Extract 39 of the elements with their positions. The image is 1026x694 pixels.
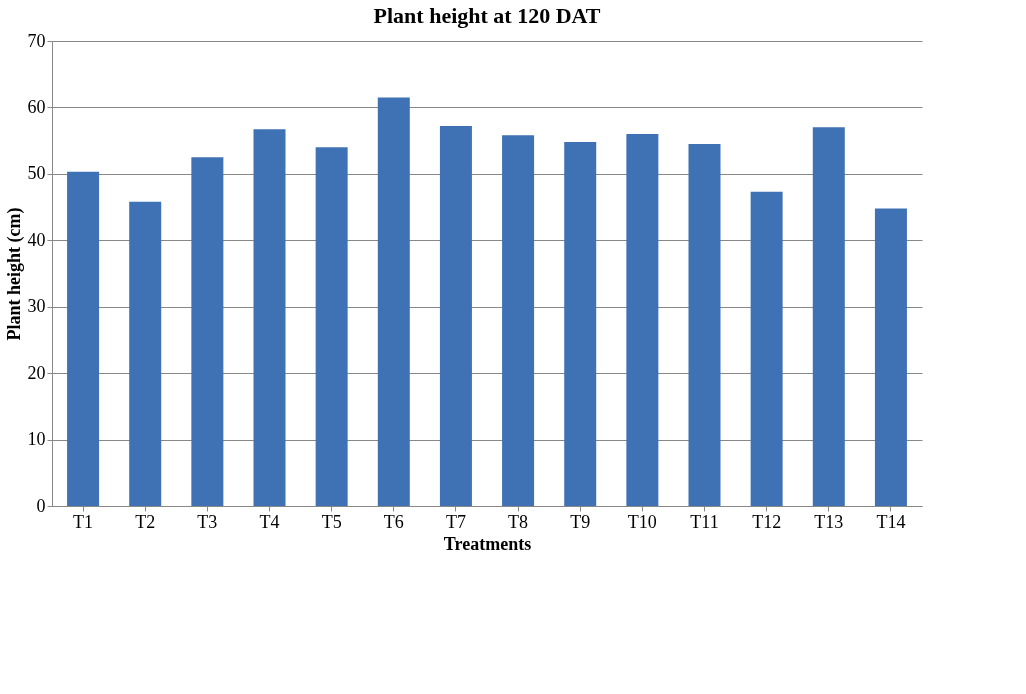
x-tick-label: T10 xyxy=(627,511,657,532)
chart-title: Plant height at 120 DAT xyxy=(373,3,601,28)
y-tick-label: 30 xyxy=(27,296,46,317)
y-tick-label: 40 xyxy=(27,229,46,250)
x-tick-label: T14 xyxy=(876,511,906,532)
bar xyxy=(439,126,472,506)
bar xyxy=(377,97,410,506)
bar xyxy=(564,141,597,506)
y-axis-title: Plant height (cm) xyxy=(3,207,25,341)
x-tick-label: T2 xyxy=(135,511,156,532)
bar xyxy=(626,134,659,506)
x-tick-label: T5 xyxy=(321,511,342,532)
x-tick-label: T7 xyxy=(445,511,466,532)
bar xyxy=(129,201,162,506)
bar xyxy=(502,135,535,506)
x-tick-label: T11 xyxy=(690,511,719,532)
bar xyxy=(874,208,907,506)
x-tick-label: T9 xyxy=(570,511,591,532)
x-tick-label: T8 xyxy=(508,511,529,532)
bar xyxy=(812,127,845,506)
x-tick-label: T13 xyxy=(814,511,844,532)
x-tick-label: T4 xyxy=(259,511,280,532)
bar xyxy=(750,191,783,506)
x-tick-label: T3 xyxy=(197,511,218,532)
bar xyxy=(253,129,286,506)
x-tick-label: T6 xyxy=(383,511,404,532)
bar xyxy=(191,157,224,506)
bar xyxy=(67,171,100,506)
x-tick-label: T1 xyxy=(73,511,94,532)
y-tick-label: 60 xyxy=(27,96,46,117)
y-tick-label: 20 xyxy=(27,362,46,383)
x-axis-title: Treatments xyxy=(443,533,532,554)
bar xyxy=(315,147,348,506)
y-tick-label: 10 xyxy=(27,429,46,450)
y-tick-label: 50 xyxy=(27,163,46,184)
y-tick-label: 0 xyxy=(36,495,46,516)
y-tick-label: 70 xyxy=(27,30,46,51)
x-tick-label: T12 xyxy=(752,511,782,532)
bar xyxy=(688,143,721,506)
